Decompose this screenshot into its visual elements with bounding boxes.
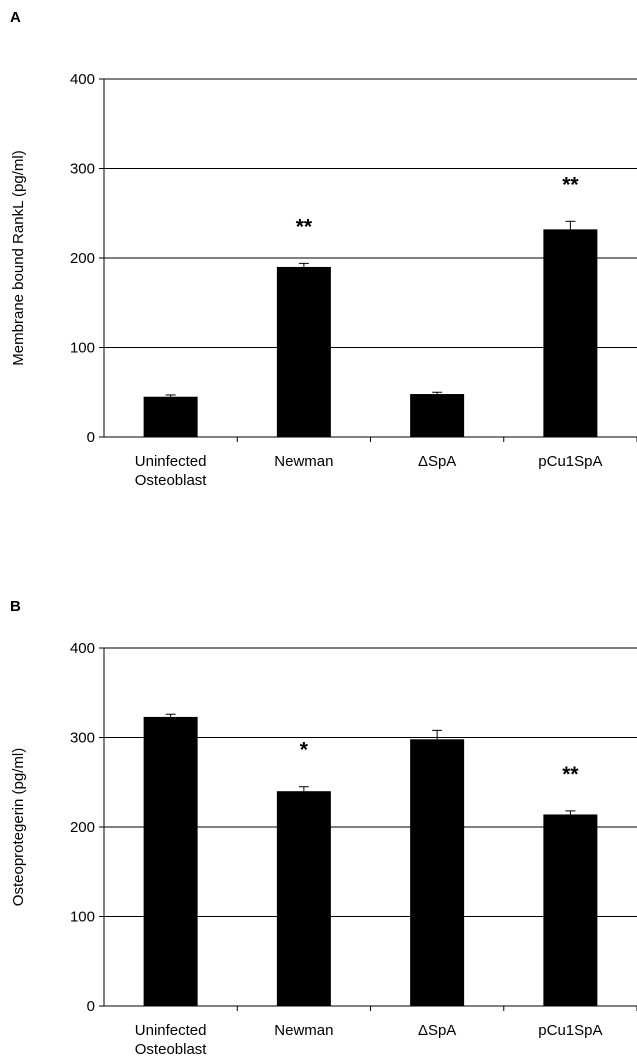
panel-a-bar-2: [276, 266, 331, 437]
panel-b-bar-1: [143, 716, 198, 1006]
panel-a-significance-4: **: [562, 173, 579, 196]
panel-b-significance-2: *: [300, 739, 309, 762]
panel-b-category-label-4: pCu1SpA: [538, 1022, 602, 1039]
panel-b-category-label-1-line-2: Osteoblast: [135, 1041, 208, 1058]
panel-b-significance-4: **: [562, 763, 579, 786]
panel-a-category-label-4-line-1: pCu1SpA: [538, 453, 602, 470]
panel-b-y-tick-300: 300: [70, 730, 95, 747]
panel-a-y-axis-label: Membrane bound RankL (pg/ml): [10, 150, 27, 365]
panel-b-category-label-3-line-1: ΔSpA: [418, 1022, 456, 1039]
panel-a-y-tick-100: 100: [70, 340, 95, 357]
panel-a-y-tick-200: 200: [70, 250, 95, 267]
panel-b-y-tick-200: 200: [70, 819, 95, 836]
panel-a-category-label-4: pCu1SpA: [538, 453, 602, 470]
panel-a-letter: A: [10, 9, 21, 26]
panel-b-category-label-4-line-1: pCu1SpA: [538, 1022, 602, 1039]
panel-b-letter: B: [10, 598, 21, 615]
panel-b-y-tick-400: 400: [70, 640, 95, 657]
panel-b-chart: B 0 100 200 300 400 Osteoprotegerin (pg/ml) Uni…: [10, 598, 637, 1058]
panel-b-category-label-3: ΔSpA: [418, 1022, 456, 1039]
panel-a-y-tick-400: 400: [70, 71, 95, 88]
panel-a-significance-2: **: [296, 215, 313, 238]
panel-b-category-label-1: Uninfected Osteoblast: [135, 1022, 208, 1058]
panel-a-bar-3: [410, 394, 465, 437]
panel-b-category-label-2: Newman: [274, 1022, 333, 1039]
panel-a-chart: A 0 100 200 300 400 Membrane bound RankL (pg/m…: [10, 9, 637, 489]
panel-b-y-tick-100: 100: [70, 909, 95, 926]
panel-b-bar-2: [276, 791, 331, 1006]
panel-b-category-label-1-line-1: Uninfected: [135, 1022, 207, 1039]
panel-a-bar-1: [143, 396, 198, 437]
panel-a-category-label-1-line-1: Uninfected: [135, 453, 207, 470]
panel-b-y-axis-label: Osteoprotegerin (pg/ml): [10, 748, 27, 906]
panel-b-category-label-2-line-1: Newman: [274, 1022, 333, 1039]
panel-a-category-label-2: Newman: [274, 453, 333, 470]
panel-a-category-label-1: Uninfected Osteoblast: [135, 453, 208, 489]
panel-a-bar-4: [543, 229, 598, 437]
panel-b-bar-3: [410, 739, 465, 1006]
panel-a-category-label-3: ΔSpA: [418, 453, 456, 470]
panel-a-y-tick-300: 300: [70, 161, 95, 178]
panel-a-category-label-1-line-2: Osteoblast: [135, 472, 208, 489]
panel-a-y-tick-0: 0: [87, 429, 95, 446]
panel-b-y-tick-0: 0: [87, 998, 95, 1015]
panel-a-category-label-3-line-1: ΔSpA: [418, 453, 456, 470]
panel-a-category-label-2-line-1: Newman: [274, 453, 333, 470]
panel-b-bar-4: [543, 814, 598, 1006]
